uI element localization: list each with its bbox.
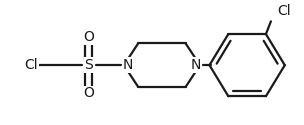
Text: O: O [83,86,94,101]
Text: O: O [83,30,94,44]
Text: Cl: Cl [277,4,291,18]
Text: N: N [190,58,201,72]
Text: N: N [123,58,133,72]
Text: Cl: Cl [24,58,38,72]
Text: S: S [84,58,93,72]
